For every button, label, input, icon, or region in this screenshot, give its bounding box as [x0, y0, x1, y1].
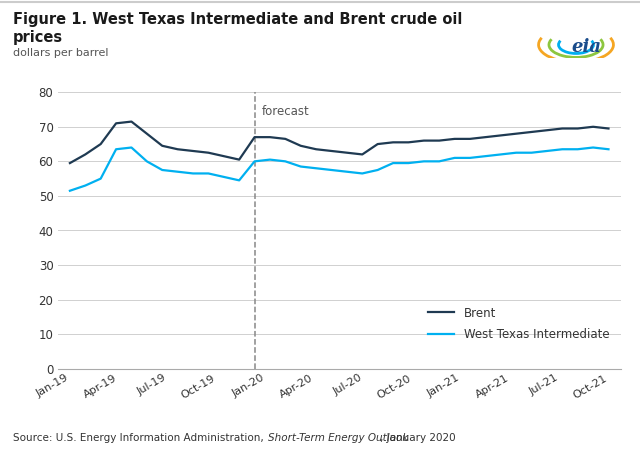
Text: forecast: forecast [262, 105, 310, 118]
Text: eia: eia [571, 38, 601, 57]
Text: Source: U.S. Energy Information Administration,: Source: U.S. Energy Information Administ… [13, 432, 267, 443]
Text: prices: prices [13, 30, 63, 45]
Text: dollars per barrel: dollars per barrel [13, 48, 108, 59]
Text: Figure 1. West Texas Intermediate and Brent crude oil: Figure 1. West Texas Intermediate and Br… [13, 12, 462, 27]
Text: , January 2020: , January 2020 [380, 432, 455, 443]
Legend: Brent, West Texas Intermediate: Brent, West Texas Intermediate [428, 307, 609, 341]
Text: Short-Term Energy Outlook: Short-Term Energy Outlook [268, 432, 408, 443]
